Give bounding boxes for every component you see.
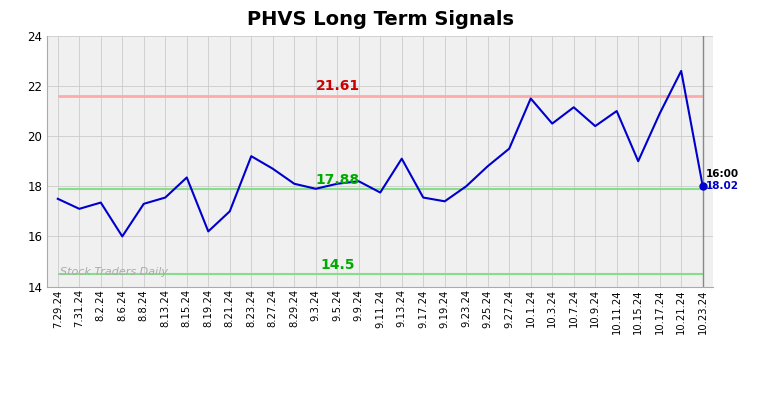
Text: 16:00: 16:00 <box>706 170 739 179</box>
Text: Stock Traders Daily: Stock Traders Daily <box>60 267 169 277</box>
Text: 14.5: 14.5 <box>321 258 355 271</box>
Text: 18.02: 18.02 <box>706 181 739 191</box>
Title: PHVS Long Term Signals: PHVS Long Term Signals <box>247 10 514 29</box>
Text: 17.88: 17.88 <box>316 173 360 187</box>
Point <box>696 183 709 189</box>
Text: 21.61: 21.61 <box>316 79 360 93</box>
